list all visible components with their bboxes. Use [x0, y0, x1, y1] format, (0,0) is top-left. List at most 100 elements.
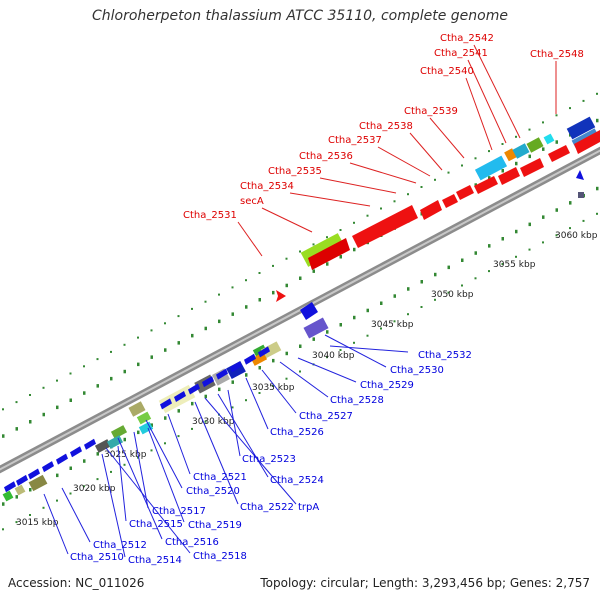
reverse-gene-arrow[interactable]	[188, 383, 200, 395]
gene-label-ctha-2535[interactable]: Ctha_2535	[268, 166, 322, 177]
gene-ctha-2527[interactable]	[250, 352, 268, 366]
gene-label-ctha-2514[interactable]: Ctha_2514	[128, 555, 182, 566]
gene-label-ctha-2518[interactable]: Ctha_2518	[193, 551, 247, 562]
gene-ctha-2530[interactable]	[303, 317, 329, 339]
gene-label-ctha-2527[interactable]: Ctha_2527	[299, 411, 353, 422]
gene-ctha-2549-marker[interactable]	[576, 170, 584, 180]
gene-ctha-2517[interactable]	[110, 425, 128, 439]
gene-ctha-2550-marker[interactable]	[578, 192, 584, 198]
leader-line-forward	[465, 77, 493, 151]
tick-mark	[137, 362, 140, 367]
gene-label-ctha-2517[interactable]: Ctha_2517	[152, 506, 206, 517]
gene-label-ctha-2536[interactable]: Ctha_2536	[299, 151, 353, 162]
leader-line-forward	[289, 192, 371, 207]
gene-ctha-2510[interactable]	[2, 490, 14, 502]
reverse-gene-arrow[interactable]	[258, 346, 270, 358]
gene-ctha-2548[interactable]	[566, 116, 596, 140]
tick-mark	[393, 200, 396, 203]
gene-label-ctha-2510[interactable]: Ctha_2510	[70, 552, 124, 563]
tick-mark	[191, 401, 194, 406]
gene-ctha-2540[interactable]	[498, 167, 520, 185]
reverse-gene-arrow[interactable]	[28, 468, 40, 480]
gene-ctha-2515[interactable]	[94, 439, 112, 453]
gene-label-ctha-2528[interactable]: Ctha_2528	[330, 395, 384, 406]
gene-ctha-2512[interactable]	[28, 474, 48, 492]
gene-label-ctha-2532[interactable]: Ctha_2532	[418, 350, 472, 361]
reverse-gene-arrow[interactable]	[244, 353, 256, 365]
gene-ctha-2536[interactable]	[420, 200, 442, 220]
gene-ctha-2518[interactable]	[138, 421, 154, 435]
gene-ctha-2514[interactable]	[106, 435, 124, 449]
gene-label-ctha-2512[interactable]: Ctha_2512	[93, 540, 147, 551]
kbp-label-3040-kbp: 3040 kbp	[312, 351, 355, 361]
gene-label-ctha-2534[interactable]: Ctha_2534	[240, 181, 294, 192]
reverse-gene-arrow[interactable]	[4, 481, 16, 493]
gene-label-ctha-2530[interactable]: Ctha_2530	[390, 365, 444, 376]
gene-ctha-2519[interactable]	[128, 401, 146, 417]
tick-mark	[447, 265, 450, 270]
gene-label-seca[interactable]: secA	[240, 196, 264, 207]
gene-ctha-2544[interactable]	[526, 137, 544, 153]
gene-label-ctha-2520[interactable]: Ctha_2520	[186, 486, 240, 497]
tick-mark	[164, 322, 166, 325]
kbp-label-3035-kbp: 3035 kbp	[252, 383, 295, 393]
gene-ctha-2547[interactable]	[548, 145, 570, 162]
gene-ctha-2546[interactable]	[520, 158, 544, 177]
leader-line-reverse	[329, 345, 409, 353]
gene-label-ctha-2523[interactable]: Ctha_2523	[242, 454, 296, 465]
gene-ctha-2543[interactable]	[512, 143, 530, 159]
tick-mark	[339, 323, 342, 327]
gene-label-trpa[interactable]: trpA	[298, 502, 319, 513]
gene-label-ctha-2541[interactable]: Ctha_2541	[434, 48, 488, 59]
gene-ctha-2529[interactable]	[252, 344, 268, 358]
reverse-gene-arrow[interactable]	[16, 474, 28, 486]
reverse-gene-arrow[interactable]	[42, 461, 54, 473]
gene-label-ctha-2516[interactable]: Ctha_2516	[165, 537, 219, 548]
reverse-gene-arrow[interactable]	[216, 368, 228, 380]
gene-label-ctha-2515[interactable]: Ctha_2515	[129, 519, 183, 530]
gene-label-ctha-2521[interactable]: Ctha_2521	[193, 472, 247, 483]
leader-line-reverse	[245, 377, 269, 430]
reverse-gene-arrow[interactable]	[160, 398, 172, 410]
gene-label-ctha-2519[interactable]: Ctha_2519	[188, 520, 242, 531]
tick-mark	[339, 255, 342, 259]
reverse-gene-arrow[interactable]	[230, 361, 242, 373]
tick-mark	[434, 272, 437, 277]
gene-label-ctha-2539[interactable]: Ctha_2539	[404, 106, 458, 117]
gene-label-ctha-2526[interactable]: Ctha_2526	[270, 427, 324, 438]
gene-ctha-2538[interactable]	[456, 185, 474, 200]
gene-label-ctha-2538[interactable]: Ctha_2538	[359, 121, 413, 132]
gene-ctha-2537[interactable]	[442, 194, 458, 208]
gene-ctha-2516[interactable]	[136, 411, 152, 425]
gene-ctha-2545[interactable]	[543, 133, 555, 145]
reverse-gene-arrow[interactable]	[174, 390, 186, 402]
gene-label-ctha-2537[interactable]: Ctha_2537	[328, 135, 382, 146]
gene-ctha-2539[interactable]	[474, 176, 498, 194]
gene-label-ctha-2524[interactable]: Ctha_2524	[270, 475, 324, 486]
gene-label-ctha-2522[interactable]: Ctha_2522	[240, 502, 294, 513]
leader-line-forward	[377, 146, 431, 177]
gene-ctha-2541[interactable]	[474, 155, 508, 181]
gene-label-ctha-2531[interactable]: Ctha_2531	[183, 210, 237, 221]
gene-ctha-2511[interactable]	[14, 484, 26, 496]
gene-label-ctha-2529[interactable]: Ctha_2529	[360, 380, 414, 391]
leader-line-reverse	[167, 413, 191, 475]
tick-mark	[2, 434, 5, 438]
reverse-gene-arrow[interactable]	[202, 376, 214, 388]
tick-mark	[488, 244, 491, 248]
tick-mark	[420, 306, 423, 308]
gene-ctha-2535[interactable]	[352, 205, 418, 248]
gene-label-ctha-2542[interactable]: Ctha_2542	[440, 33, 494, 44]
gene-ctha-2550[interactable]	[574, 130, 600, 154]
gene-ctha-2528[interactable]	[260, 341, 282, 359]
reverse-gene-arrow[interactable]	[56, 453, 68, 465]
reverse-gene-arrow[interactable]	[84, 438, 96, 450]
gene-ctha-2531[interactable]	[276, 290, 286, 302]
gene-label-ctha-2548[interactable]: Ctha_2548	[530, 49, 584, 60]
reverse-gene-arrow[interactable]	[70, 446, 82, 458]
gene-label-ctha-2540[interactable]: Ctha_2540	[420, 66, 474, 77]
gene-ctha-2532[interactable]	[300, 302, 318, 320]
tick-mark	[542, 241, 544, 244]
gene-ctha-2534[interactable]	[308, 238, 350, 270]
tick-mark	[515, 229, 518, 234]
